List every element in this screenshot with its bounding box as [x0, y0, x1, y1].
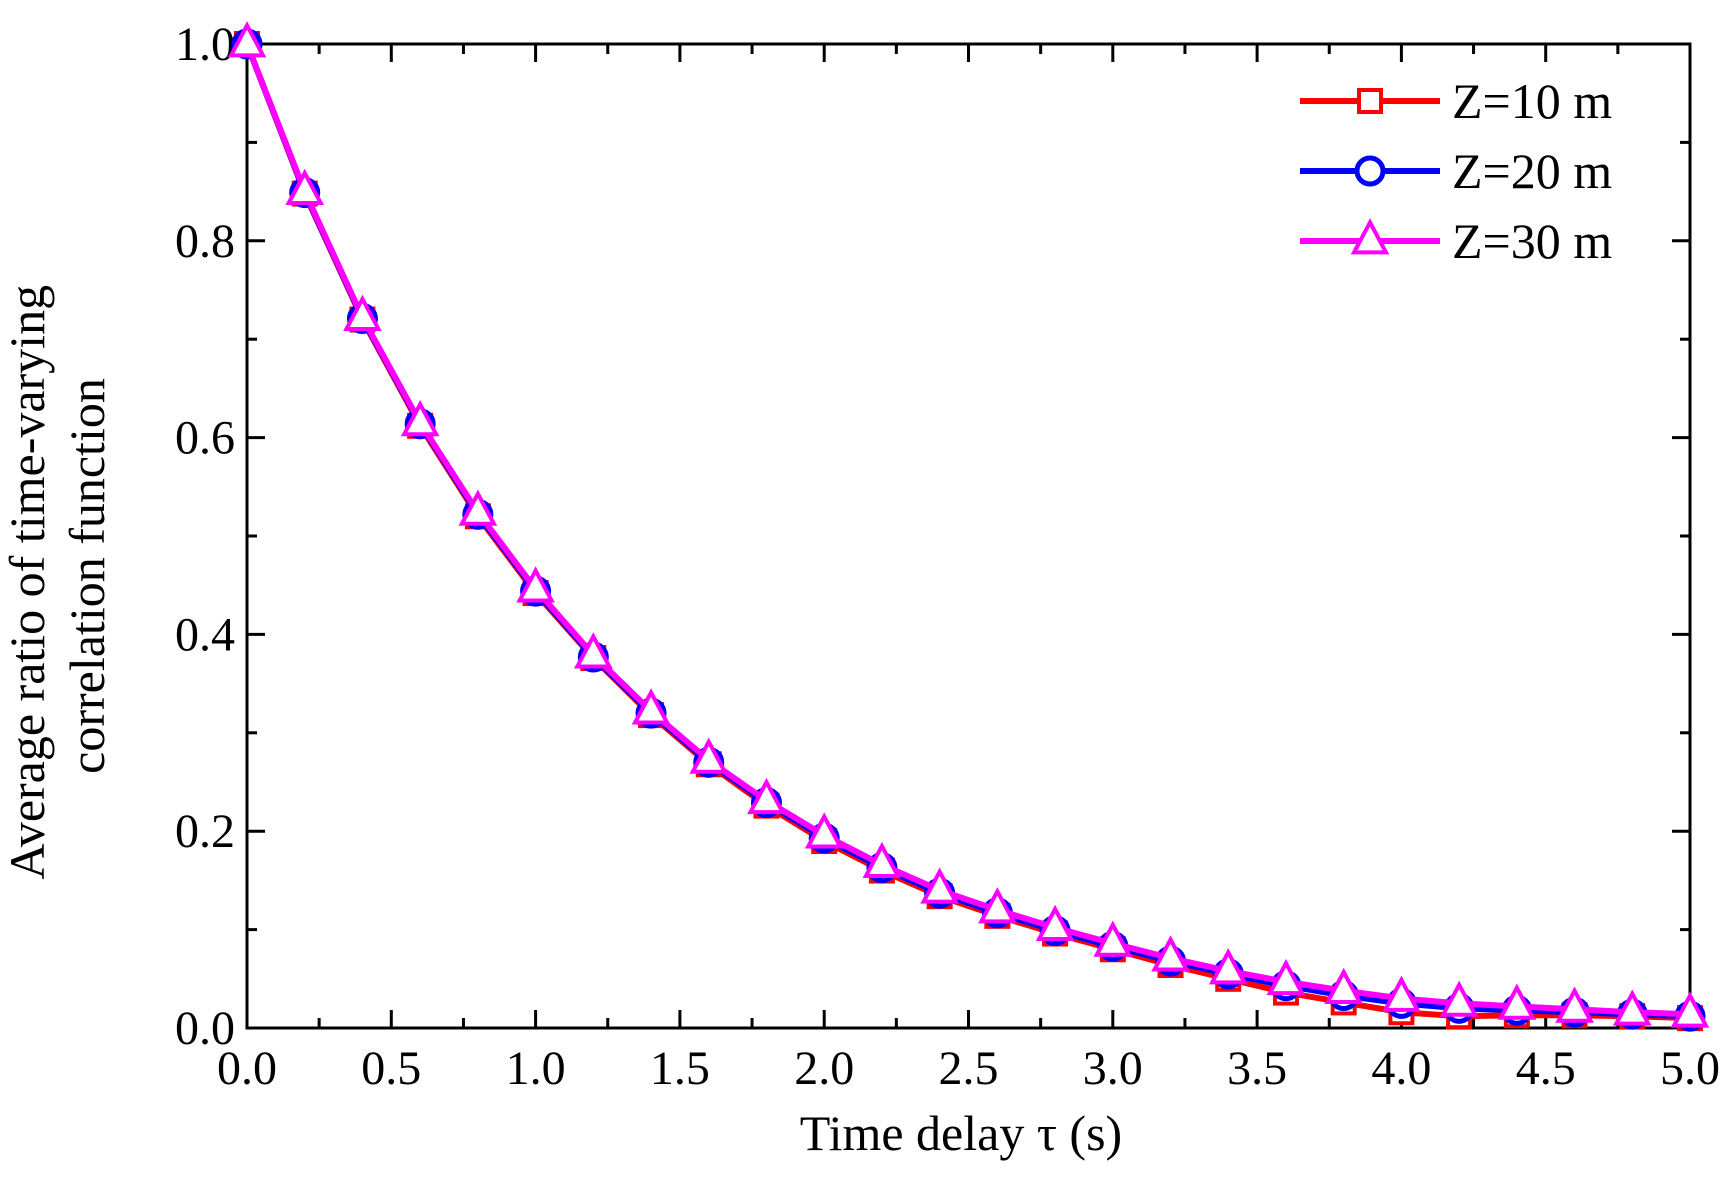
y-tick-label: 0.4 — [175, 608, 235, 661]
triangle-marker — [631, 688, 671, 725]
triangle-marker — [1324, 967, 1364, 1005]
triangle-marker — [978, 887, 1017, 924]
triangle-marker — [1208, 948, 1248, 985]
series-z-30-m — [227, 21, 1710, 1028]
triangle-marker — [747, 777, 786, 815]
triangle-marker — [573, 632, 613, 669]
x-tick-label: 5.0 — [1660, 1042, 1720, 1095]
triangle-marker — [689, 737, 729, 774]
triangle-marker — [458, 489, 498, 526]
legend-entry: Z=30 m — [1300, 213, 1612, 269]
square-marker — [1357, 88, 1383, 114]
triangle-marker — [1093, 920, 1133, 957]
y-tick-label: 0.0 — [175, 1002, 235, 1055]
x-tick-label: 2.0 — [794, 1042, 854, 1095]
triangle-marker — [1612, 989, 1652, 1026]
y-tick-label: 0.8 — [175, 215, 235, 268]
x-tick-label: 4.0 — [1371, 1042, 1431, 1095]
y-tick-label: 0.6 — [175, 412, 235, 465]
triangle-marker — [1555, 986, 1594, 1023]
x-tick-label: 1.0 — [506, 1042, 566, 1095]
triangle-marker — [285, 168, 325, 205]
triangle-marker — [516, 566, 555, 603]
triangle-marker — [1382, 975, 1421, 1012]
triangle-marker — [343, 294, 382, 331]
triangle-marker — [804, 812, 844, 849]
x-tick-label: 3.5 — [1227, 1042, 1287, 1095]
legend-label: Z=20 m — [1452, 143, 1612, 199]
y-axis-title-line-2: correlation function — [59, 378, 115, 774]
y-tick-label: 1.0 — [175, 18, 235, 71]
triangle-marker — [1350, 218, 1390, 255]
legend-entry: Z=20 m — [1300, 143, 1612, 199]
triangle-marker — [1497, 983, 1537, 1020]
series-layer — [227, 21, 1710, 1032]
legend-label: Z=10 m — [1452, 73, 1612, 129]
x-tick-label: 2.5 — [939, 1042, 999, 1095]
x-tick-label: 3.0 — [1083, 1042, 1143, 1095]
triangle-marker — [920, 867, 959, 904]
triangle-marker — [1151, 935, 1190, 972]
x-tick-label: 0.5 — [361, 1042, 421, 1095]
x-axis-title: Time delay τ (s) — [800, 1105, 1122, 1161]
triangle-marker — [1035, 904, 1075, 942]
circle-marker — [1354, 155, 1386, 187]
y-axis-title: Average ratio of time-varying correlatio… — [0, 272, 115, 879]
plot-layer: 0.0 0.5 1.0 1.5 2.0 2.5 3.0 3.5 4.0 4.5 5.0 0.0 0.2 0… — [175, 18, 1720, 1095]
y-axis-title-line-1: Average ratio of time-varying — [0, 285, 55, 880]
x-tick-label: 1.5 — [650, 1042, 710, 1095]
triangle-marker — [1670, 991, 1710, 1028]
legend-entry: Z=10 m — [1300, 73, 1612, 129]
triangle-marker — [227, 21, 267, 58]
legend: Z=10 m Z=20 m Z=30 m — [1300, 73, 1612, 269]
triangle-marker — [1266, 958, 1306, 996]
triangle-marker — [862, 841, 902, 879]
triangle-marker — [400, 399, 440, 437]
x-tick-label: 0.0 — [217, 1042, 277, 1095]
legend-label: Z=30 m — [1452, 213, 1612, 269]
y-tick-label: 0.2 — [175, 805, 235, 858]
triangle-marker — [1439, 980, 1479, 1017]
x-tick-label: 4.5 — [1516, 1042, 1576, 1095]
